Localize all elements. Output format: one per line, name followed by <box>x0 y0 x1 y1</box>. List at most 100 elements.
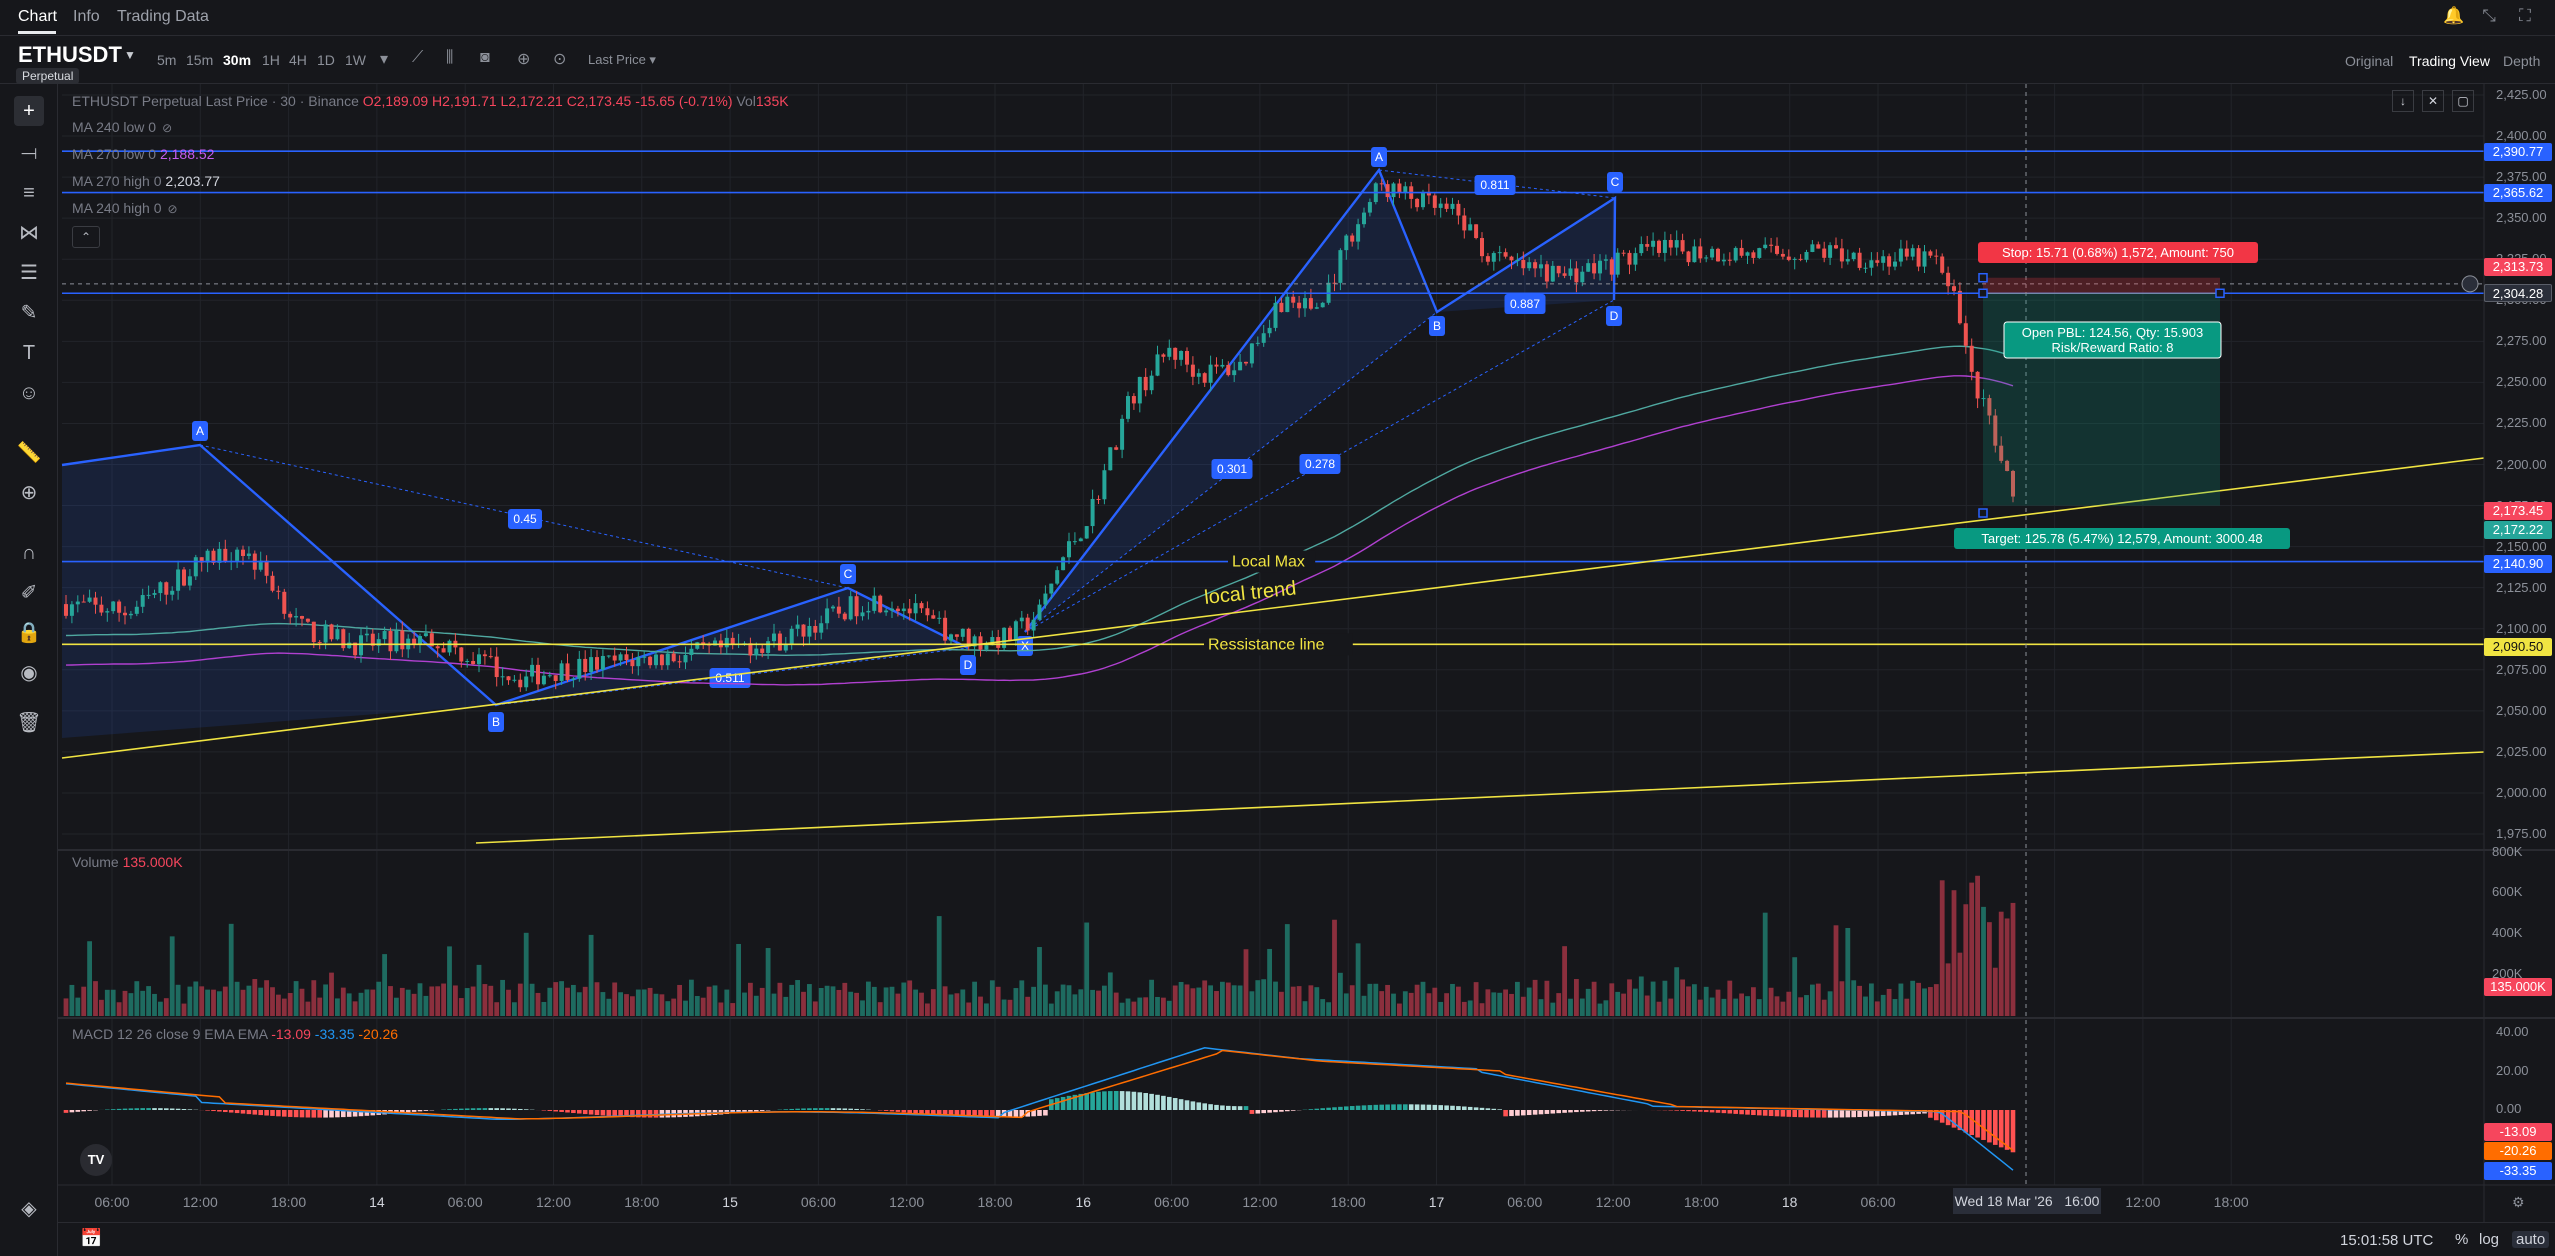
add-icon[interactable]: ⊕ <box>517 51 531 68</box>
volume-bar <box>836 989 842 1016</box>
macd-histogram-bar <box>1031 1110 1036 1117</box>
volume-bar <box>1515 981 1520 1016</box>
ma-legend-1[interactable]: MA 240 low 0 ⊘ <box>72 119 173 135</box>
zoom-icon[interactable]: ⊕ <box>20 482 38 504</box>
time-tick: 12:00 <box>2125 1194 2161 1210</box>
eye-off-icon[interactable]: ⊘ <box>162 121 173 135</box>
chevron-down-icon[interactable]: ▼ <box>124 48 136 62</box>
pattern-icon[interactable]: ⋈ <box>19 222 39 244</box>
indicators-icon[interactable]: ⟋ <box>412 49 424 66</box>
alert-icon[interactable]: ⊙ <box>553 51 567 68</box>
collapse-icon[interactable]: ✕ <box>2422 90 2444 112</box>
crosshair-icon[interactable]: + <box>14 96 44 126</box>
candle-body <box>1875 260 1880 263</box>
auto-scale-toggle[interactable]: auto <box>2512 1231 2550 1248</box>
scroll-down-button[interactable]: ↓ <box>2392 90 2414 112</box>
interval-30m[interactable]: 30m <box>223 52 252 68</box>
macd-histogram-bar <box>1007 1110 1013 1118</box>
volume-bar <box>1208 985 1213 1016</box>
interval-1d[interactable]: 1D <box>317 52 335 68</box>
time-tick: 06:00 <box>447 1194 483 1210</box>
position-tool: Stop: 15.71 (0.68%) 1,572, Amount: 750 Op… <box>1954 242 2290 549</box>
time-tick: 06:00 <box>800 1194 836 1210</box>
volume-bar <box>1402 991 1408 1016</box>
volume-bar <box>1113 992 1119 1016</box>
log-toggle[interactable]: log <box>2479 1231 2500 1248</box>
volume-bar <box>1975 875 1980 1016</box>
view-depth[interactable]: Depth <box>2503 53 2541 69</box>
candle-body <box>1550 265 1555 282</box>
macd-histogram-bar <box>960 1110 966 1117</box>
interval-4h[interactable]: 4H <box>289 52 307 68</box>
trendline-icon[interactable]: ⟞ <box>20 142 38 164</box>
candle-body <box>1698 246 1703 259</box>
ma-legend-2[interactable]: MA 270 low 0 2,188.52 <box>72 146 215 162</box>
candle-body <box>341 629 346 649</box>
brush-icon[interactable]: ✎ <box>20 302 38 324</box>
tab-chart[interactable]: Chart <box>18 8 58 25</box>
fullscreen-icon[interactable]: ⛶ <box>2519 6 2531 25</box>
settings-icon[interactable]: ⚙ <box>2512 1194 2525 1210</box>
candle-body <box>789 628 794 644</box>
projection-icon[interactable]: ☰ <box>20 262 38 284</box>
text-icon[interactable]: T <box>22 342 36 364</box>
volume-bar <box>848 991 854 1016</box>
fib-icon[interactable]: ≡ <box>23 182 35 204</box>
time-tick: 18 <box>1781 1194 1798 1210</box>
candle-type-icon[interactable]: ⫼ <box>446 49 454 66</box>
ma-legend-3[interactable]: MA 270 high 0 2,203.77 <box>72 173 220 189</box>
tab-info[interactable]: Info <box>73 8 100 25</box>
shrink-icon[interactable]: ⤡ <box>2482 6 2496 25</box>
snapshot-icon[interactable]: ◙ <box>480 49 490 66</box>
volume-bar <box>311 980 317 1016</box>
ruler-icon[interactable]: 📏 <box>16 442 42 464</box>
macd-histogram-bar <box>1019 1110 1025 1117</box>
view-trading-view[interactable]: Trading View <box>2409 53 2490 69</box>
macd-histogram-bar <box>75 1110 81 1112</box>
candle-body <box>1898 248 1903 262</box>
trash-icon[interactable]: 🗑 <box>16 712 42 734</box>
volume-bar <box>960 989 966 1016</box>
volume-bar <box>753 995 759 1016</box>
macd-histogram-bar <box>624 1110 629 1117</box>
volume-bar <box>1869 983 1874 1016</box>
macd-histogram-bar <box>1869 1110 1874 1117</box>
symbol-selector[interactable]: ETHUSDT <box>18 42 122 67</box>
volume-bar <box>1721 998 1727 1016</box>
price-type-dropdown[interactable]: Last Price ▾ <box>588 52 656 67</box>
lock-icon[interactable]: 🔒 <box>16 622 42 644</box>
interval-1h[interactable]: 1H <box>262 52 280 68</box>
view-original[interactable]: Original <box>2345 53 2394 69</box>
candle-body <box>2005 460 2010 471</box>
candle-body <box>1792 258 1797 260</box>
volume-bar <box>1125 998 1131 1016</box>
utc-clock[interactable]: 15:01:58 UTC <box>2340 1232 2434 1249</box>
volume-bar <box>1397 1003 1402 1016</box>
eye-icon[interactable]: ◉ <box>20 662 38 684</box>
interval-15m[interactable]: 15m <box>186 52 214 68</box>
collapse-legend-button[interactable]: ⌃ <box>72 226 100 248</box>
interval-1w[interactable]: 1W <box>345 52 366 68</box>
tab-trading-data[interactable]: Trading Data <box>117 8 209 25</box>
layers-icon[interactable]: ◈ <box>21 1198 37 1220</box>
interval-5m[interactable]: 5m <box>157 52 177 68</box>
emoji-icon[interactable]: ☺ <box>18 382 40 404</box>
candle-body <box>1651 240 1656 247</box>
eye-off-icon[interactable]: ⊘ <box>167 202 178 216</box>
macd-histogram-bar <box>942 1110 948 1116</box>
volume-bar <box>1703 986 1709 1016</box>
candle-body <box>205 550 210 563</box>
interval-dropdown-icon[interactable]: ▾ <box>380 51 389 68</box>
calendar-icon[interactable]: 📅 <box>80 1228 103 1248</box>
percent-toggle[interactable]: % <box>2455 1231 2469 1248</box>
magnet-icon[interactable]: ∩ <box>21 542 37 564</box>
volume-bar <box>75 997 81 1016</box>
lock-drawing-icon[interactable]: ✐ <box>20 582 38 604</box>
bell-icon[interactable]: 🔔 <box>2443 6 2465 25</box>
maximize-pane-icon[interactable]: ▢ <box>2452 90 2474 112</box>
macd-histogram-bar <box>175 1108 181 1110</box>
candle-body <box>1692 246 1697 263</box>
price-tick: 2,425.00 <box>2496 87 2547 102</box>
ma-legend-4[interactable]: MA 240 high 0 ⊘ <box>72 200 178 216</box>
